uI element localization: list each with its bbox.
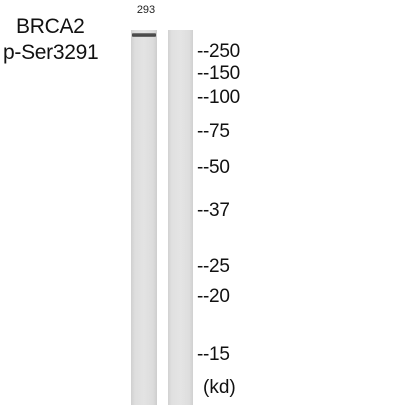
protein-name: BRCA2 [16, 15, 85, 38]
unit-label: (kd) [203, 377, 236, 398]
marker-150: --150 [197, 63, 240, 84]
phospho-site-label: p-Ser3291 [3, 41, 99, 64]
blot-lane-2 [168, 30, 193, 405]
marker-75: --75 [197, 121, 230, 142]
marker-100: --100 [197, 87, 240, 108]
marker-25: --25 [197, 256, 230, 277]
blot-lane-1 [131, 30, 157, 405]
marker-250: --250 [197, 41, 240, 62]
marker-50: --50 [197, 157, 230, 178]
marker-20: --20 [197, 286, 230, 307]
protein-band [132, 33, 156, 37]
lane-label-293: 293 [136, 4, 156, 16]
marker-15: --15 [197, 344, 230, 365]
marker-37: --37 [197, 200, 230, 221]
